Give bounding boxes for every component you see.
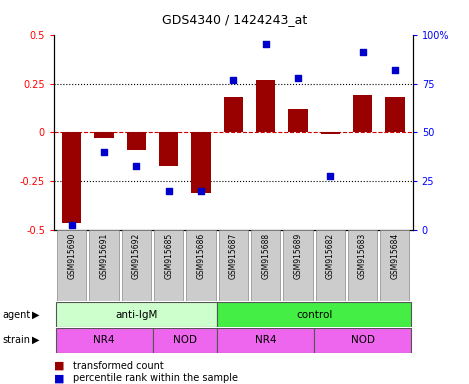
Text: ▶: ▶	[32, 310, 39, 320]
Bar	[217, 328, 314, 353]
Bar	[256, 79, 275, 132]
Text: anti-IgM: anti-IgM	[115, 310, 158, 320]
Bar	[316, 230, 345, 301]
Bar	[314, 328, 411, 353]
Bar	[348, 230, 377, 301]
Text: NOD: NOD	[351, 335, 375, 345]
Text: strain: strain	[2, 335, 30, 345]
Text: ▶: ▶	[32, 335, 39, 345]
Bar	[283, 230, 312, 301]
Bar	[62, 132, 82, 223]
Bar	[288, 109, 308, 132]
Point	[229, 76, 237, 83]
Bar	[94, 132, 113, 138]
Point	[100, 149, 108, 155]
Bar	[159, 132, 178, 166]
Text: GSM915689: GSM915689	[294, 233, 303, 279]
Bar	[55, 302, 217, 327]
Text: GSM915683: GSM915683	[358, 233, 367, 279]
Bar	[122, 230, 151, 301]
Text: transformed count: transformed count	[73, 361, 163, 371]
Bar	[353, 95, 372, 132]
Bar	[219, 230, 248, 301]
Point	[133, 163, 140, 169]
Text: GSM915682: GSM915682	[326, 233, 335, 279]
Point	[359, 49, 366, 55]
Bar	[90, 230, 119, 301]
Text: GSM915685: GSM915685	[164, 233, 173, 279]
Point	[197, 188, 205, 194]
Text: GSM915684: GSM915684	[390, 233, 400, 279]
Bar	[224, 97, 243, 132]
Text: GSM915692: GSM915692	[132, 233, 141, 279]
Bar	[251, 230, 280, 301]
Text: GDS4340 / 1424243_at: GDS4340 / 1424243_at	[162, 13, 307, 26]
Point	[326, 172, 334, 179]
Text: NOD: NOD	[173, 335, 197, 345]
Text: GSM915691: GSM915691	[99, 233, 108, 279]
Text: GSM915687: GSM915687	[229, 233, 238, 279]
Text: GSM915688: GSM915688	[261, 233, 270, 279]
Point	[294, 74, 302, 81]
Bar	[57, 230, 86, 301]
Text: NR4: NR4	[93, 335, 115, 345]
Text: GSM915690: GSM915690	[67, 233, 76, 279]
Text: percentile rank within the sample: percentile rank within the sample	[73, 373, 238, 383]
Point	[68, 222, 76, 228]
Bar	[127, 132, 146, 150]
Text: GSM915686: GSM915686	[197, 233, 205, 279]
Bar	[321, 132, 340, 134]
Point	[391, 67, 399, 73]
Text: ■: ■	[54, 361, 64, 371]
Point	[262, 41, 269, 48]
Point	[165, 188, 173, 194]
Bar	[385, 97, 405, 132]
Bar	[154, 230, 183, 301]
Text: ■: ■	[54, 373, 64, 383]
Bar	[191, 132, 211, 193]
Bar	[152, 328, 217, 353]
Bar	[380, 230, 409, 301]
Bar	[217, 302, 411, 327]
Text: agent: agent	[2, 310, 30, 320]
Text: control: control	[296, 310, 333, 320]
Text: NR4: NR4	[255, 335, 276, 345]
Bar	[55, 328, 152, 353]
Bar	[187, 230, 216, 301]
